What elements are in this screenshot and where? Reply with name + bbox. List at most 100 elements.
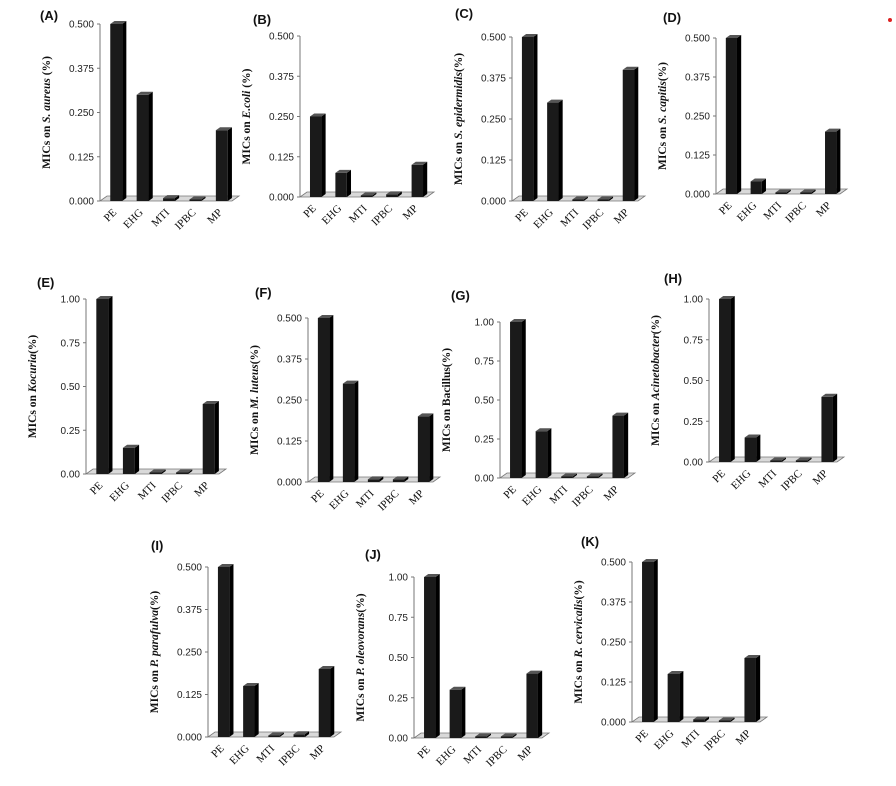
- y-axis-title-prefix: MICs on: [573, 658, 585, 704]
- bar-ipbc: [176, 469, 193, 474]
- bar-mti: [163, 195, 180, 201]
- bar-side: [330, 666, 335, 737]
- y-tick-label: 0.375: [177, 605, 202, 616]
- bar-side: [329, 315, 334, 482]
- y-tick-label: 0.250: [277, 396, 302, 407]
- chart-panel-h: (H) 0.00 0.25 0.50 0.75 1.00 PE EHG MTI IPBC MP MIC…: [650, 271, 846, 494]
- panel-letter: (E): [37, 275, 54, 290]
- bar-top: [597, 196, 614, 200]
- x-category-label: MP: [407, 488, 427, 508]
- x-category-label: MTI: [136, 479, 159, 502]
- y-tick-label: 0.125: [481, 156, 506, 167]
- chart-panel-b: (B) 0.000 0.125 0.250 0.375 0.500 PE EHG MTI IPBC…: [241, 12, 436, 228]
- y-axis-title: MICs on S. capitis(%): [657, 62, 669, 170]
- x-category-label: MP: [602, 484, 622, 504]
- y-tick-label: 0.125: [601, 678, 626, 689]
- bar-front: [411, 164, 424, 197]
- bar-top: [317, 315, 334, 318]
- chart-panel-i: (I) 0.000 0.125 0.250 0.375 0.500 PE EHG MTI IPBC…: [149, 538, 343, 768]
- bar-mti: [770, 457, 786, 462]
- bar-side: [161, 469, 166, 474]
- y-tick-label: 0.500: [685, 34, 710, 45]
- x-category-label: MTI: [558, 206, 581, 229]
- y-axis-title-suffix: (%): [650, 315, 662, 334]
- y-axis-title: MICs on P. oleovorans(%): [355, 593, 367, 721]
- y-tick-label: 0.500: [69, 20, 94, 31]
- y-tick-label: 0.250: [177, 648, 202, 659]
- bar-side: [512, 733, 517, 738]
- bar-side: [730, 296, 735, 462]
- panel-letter: (J): [365, 547, 381, 562]
- bar-side: [321, 113, 326, 197]
- bar-side: [354, 380, 359, 482]
- bar-top: [122, 444, 140, 448]
- y-tick-label: 0.50: [389, 653, 409, 664]
- y-tick-label: 0.75: [684, 335, 704, 346]
- x-category-label: EHG: [121, 207, 146, 232]
- bar-side: [583, 196, 588, 201]
- bar-pe: [110, 21, 127, 201]
- y-tick-label: 0.00: [684, 458, 704, 469]
- bar-top: [217, 564, 234, 567]
- bar-mti: [561, 473, 577, 478]
- y-tick-label: 0.375: [685, 73, 710, 84]
- bar-side: [122, 21, 127, 201]
- bar-ipbc: [500, 733, 517, 738]
- y-axis-title-organism: S. epidermidis: [453, 72, 465, 140]
- panel-letter: (C): [455, 6, 473, 21]
- y-axis-title-organism: S. aureus: [41, 78, 53, 123]
- y-tick-label: 0.50: [684, 376, 704, 387]
- bar-front: [163, 198, 175, 201]
- bar-side: [346, 169, 352, 197]
- bar-mti: [475, 733, 491, 738]
- bar-top: [110, 21, 127, 24]
- bar-mp: [411, 161, 428, 197]
- x-category-label: PE: [309, 487, 327, 505]
- bar-front: [335, 172, 347, 197]
- bar-top: [309, 113, 326, 117]
- bar-front: [547, 102, 559, 201]
- bar-side: [832, 393, 838, 462]
- bar-top: [521, 34, 538, 37]
- x-category-label: PE: [633, 727, 651, 745]
- bar-front: [750, 181, 762, 194]
- y-axis-title: MICs on E.coli (%): [241, 68, 253, 164]
- bar-side: [188, 469, 193, 474]
- x-category-label: EHG: [227, 743, 252, 768]
- bar-pe: [725, 35, 742, 194]
- bar-top: [719, 296, 735, 299]
- x-category-label: MTI: [756, 467, 779, 490]
- bar-top: [500, 733, 517, 737]
- y-tick-label: 0.125: [269, 152, 294, 163]
- bar-mp: [318, 666, 335, 737]
- x-category-label: MTI: [254, 742, 277, 765]
- y-tick-label: 0.000: [277, 478, 302, 489]
- x-category-label: IPBC: [779, 468, 805, 494]
- bar-top: [693, 716, 709, 720]
- y-tick-label: 0.125: [685, 151, 710, 162]
- bar-ehg: [335, 169, 352, 197]
- bar-front: [215, 130, 228, 201]
- bar-ehg: [342, 380, 359, 482]
- y-axis-title-suffix: (%): [453, 53, 465, 72]
- bar-mp: [825, 128, 841, 194]
- y-tick-label: 0.125: [177, 690, 202, 701]
- y-axis-title: MICs on Kocuria(%): [27, 335, 39, 439]
- y-axis-title-suffix: (%): [41, 56, 53, 78]
- bar-ipbc: [597, 196, 614, 201]
- bar-top: [667, 671, 684, 674]
- x-category-label: MP: [308, 743, 328, 763]
- bar-side: [423, 161, 428, 197]
- x-category-label: MTI: [149, 206, 172, 229]
- bar-side: [229, 564, 234, 737]
- y-axis-title: MICs on S. epidermidis(%): [453, 53, 465, 185]
- bar-front: [243, 686, 255, 737]
- bar-side: [679, 671, 684, 722]
- bar-top: [202, 401, 219, 404]
- y-axis-title-prefix: MICs on: [149, 667, 161, 713]
- x-category-label: EHG: [327, 488, 352, 513]
- bar-front: [535, 431, 548, 478]
- bar-top: [136, 91, 153, 95]
- bar-front: [561, 476, 573, 478]
